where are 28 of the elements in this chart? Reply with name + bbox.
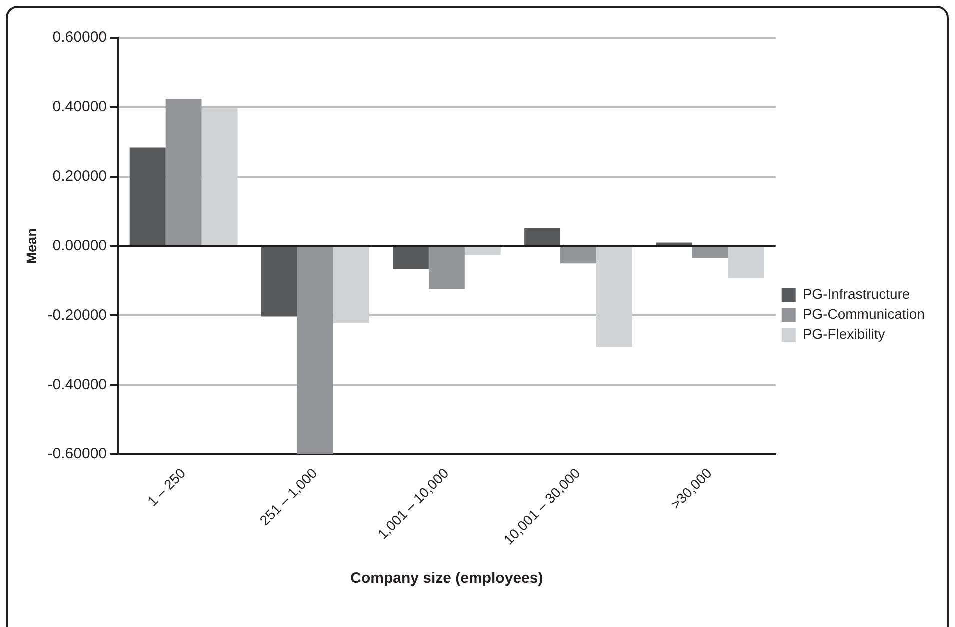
legend-label: PG-Communication xyxy=(802,306,926,322)
y-tick-label: -0.20000 xyxy=(48,306,108,324)
legend-label: PG-Infrastructure xyxy=(802,286,910,302)
bar xyxy=(596,247,632,348)
y-axis-title: Mean xyxy=(23,228,40,264)
bar xyxy=(692,247,728,258)
bar xyxy=(261,247,298,317)
bar xyxy=(656,242,692,246)
bar xyxy=(560,247,596,264)
legend-label: PG-Flexibility xyxy=(802,326,886,342)
y-tick-label: -0.60000 xyxy=(48,446,108,463)
y-tick-label: 0.20000 xyxy=(52,168,108,185)
bar xyxy=(428,247,465,290)
y-tick-label: 0.00000 xyxy=(52,237,108,254)
bar xyxy=(392,247,429,270)
bar xyxy=(166,99,202,246)
y-tick-label: 0.60000 xyxy=(52,29,108,46)
bar xyxy=(202,108,238,246)
bar xyxy=(464,247,501,256)
bar xyxy=(728,247,764,278)
x-tick-label: 1 – 250 xyxy=(144,464,189,510)
bar xyxy=(333,247,370,324)
x-axis-title: Company size (employees) xyxy=(350,570,544,588)
bar xyxy=(130,148,166,246)
bar xyxy=(297,247,334,455)
bar xyxy=(524,228,561,246)
y-tick-label: -0.40000 xyxy=(48,376,108,394)
y-tick-label: 0.40000 xyxy=(52,98,108,116)
